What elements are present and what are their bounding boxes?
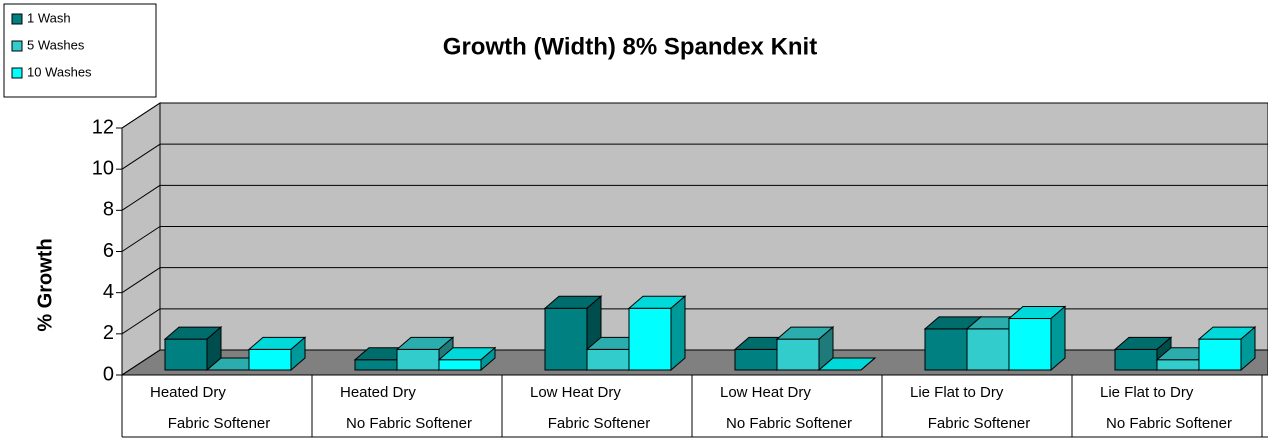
y-tick-label: 12 bbox=[92, 116, 114, 138]
bar bbox=[966, 328, 1010, 371]
legend-box bbox=[3, 3, 157, 98]
bar-side bbox=[670, 295, 686, 372]
bar-side bbox=[1240, 326, 1256, 372]
bar bbox=[1114, 348, 1158, 371]
grid-line bbox=[121, 102, 161, 129]
bar bbox=[776, 338, 820, 371]
bar bbox=[734, 348, 778, 371]
bar bbox=[924, 328, 968, 371]
bar-side bbox=[480, 346, 496, 372]
bar bbox=[396, 348, 440, 371]
x-tick-label: Fabric Softener bbox=[168, 415, 271, 432]
legend-label: 5 Washes bbox=[27, 37, 85, 52]
x-tick-label: Low Heat Dry bbox=[720, 384, 811, 401]
x-tick-label: Lie Flat to Dry bbox=[910, 384, 1004, 401]
bar bbox=[586, 348, 630, 371]
bar bbox=[354, 359, 398, 371]
bar bbox=[1008, 318, 1052, 371]
bar bbox=[1198, 338, 1242, 371]
legend-label: 1 Wash bbox=[27, 10, 71, 25]
x-tick-label: Lie Flat to Dry bbox=[1100, 384, 1194, 401]
x-tick-label: Fabric Softener bbox=[928, 415, 1031, 432]
bar bbox=[248, 348, 292, 371]
x-tick-label: Heated Dry bbox=[150, 384, 226, 401]
grid-line bbox=[121, 349, 161, 376]
legend-swatch bbox=[11, 40, 23, 52]
y-tick-label: 4 bbox=[103, 281, 114, 303]
legend-swatch bbox=[11, 13, 23, 25]
legend-label: 10 Washes bbox=[27, 64, 92, 79]
bar bbox=[628, 307, 672, 371]
bar bbox=[544, 307, 588, 371]
y-tick-label: 2 bbox=[103, 322, 114, 344]
grid-line bbox=[121, 226, 161, 252]
x-tick-label: No Fabric Softener bbox=[726, 415, 852, 432]
bar bbox=[1156, 359, 1200, 371]
y-tick-label: 8 bbox=[103, 199, 114, 221]
x-tick-label: Fabric Softener bbox=[548, 415, 651, 432]
y-tick-label: 0 bbox=[103, 363, 114, 385]
bar-side bbox=[290, 336, 306, 372]
bar bbox=[438, 359, 482, 371]
grid-line bbox=[121, 184, 161, 211]
legend-swatch bbox=[11, 67, 23, 79]
bar bbox=[164, 338, 208, 371]
x-tick-label: No Fabric Softener bbox=[346, 415, 472, 432]
grid-line bbox=[121, 308, 161, 335]
x-tick-label: Low Heat Dry bbox=[530, 384, 621, 401]
y-axis-label: % Growth bbox=[34, 238, 56, 331]
y-tick-label: 6 bbox=[103, 240, 114, 262]
bar-side bbox=[860, 357, 876, 371]
chart-title: Growth (Width) 8% Spandex Knit bbox=[443, 33, 817, 60]
x-tick-label: Heated Dry bbox=[340, 384, 416, 401]
grid-line bbox=[121, 267, 161, 294]
bar-side bbox=[1050, 305, 1066, 372]
y-tick-label: 10 bbox=[92, 157, 114, 179]
x-tick-label: No Fabric Softener bbox=[1106, 415, 1232, 432]
grid-line bbox=[121, 143, 161, 170]
